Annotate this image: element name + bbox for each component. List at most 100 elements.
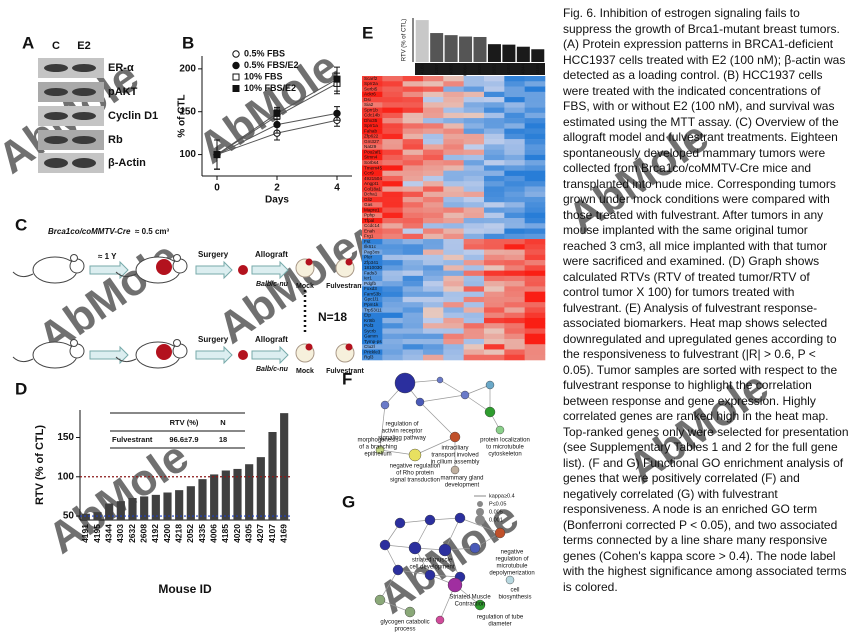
heat-cell xyxy=(362,181,383,187)
heat-cell xyxy=(484,254,505,261)
heat-cell xyxy=(443,170,464,177)
gene-label: Pou2af1 xyxy=(364,149,382,154)
heat-cell xyxy=(423,170,444,177)
heat-cell xyxy=(524,212,546,219)
heat-cell xyxy=(484,107,505,114)
mouse-ear xyxy=(70,254,78,262)
heat-cell xyxy=(382,233,403,240)
node-label: process xyxy=(394,627,415,633)
heat-cell xyxy=(362,338,383,345)
x-tick-label: 4207 xyxy=(255,524,265,543)
mouse-ear xyxy=(70,339,78,347)
network-node xyxy=(415,397,425,407)
network-edge xyxy=(397,569,431,576)
gene-label: Cdc14b xyxy=(364,113,380,118)
node-label: to microtubule xyxy=(486,445,524,451)
heat-cell xyxy=(423,344,444,350)
heat-cell xyxy=(524,133,546,140)
host-tumor xyxy=(345,343,353,351)
gene-label: Ackr6 xyxy=(364,92,376,97)
heat-cell xyxy=(443,165,464,171)
heat-cell xyxy=(402,202,424,208)
heat-cell xyxy=(484,102,505,108)
host-label: Balb/c-nu xyxy=(256,281,289,288)
heat-cell xyxy=(402,207,424,214)
heat-cell xyxy=(423,160,444,166)
heat-cell xyxy=(362,244,383,250)
node-label: of a branching xyxy=(359,445,397,451)
heat-cell xyxy=(484,296,505,303)
heat-cell xyxy=(423,239,444,245)
gene-label: Angpt1 xyxy=(364,181,379,186)
heat-cell xyxy=(484,160,505,166)
heat-cell xyxy=(524,354,546,361)
heat-cell xyxy=(484,86,505,93)
heat-cell xyxy=(402,312,424,319)
heat-cell xyxy=(423,202,444,208)
heat-cell xyxy=(423,323,444,329)
panel-label: C xyxy=(15,215,27,234)
arrow xyxy=(195,260,233,280)
heat-cell xyxy=(524,175,546,182)
heat-cell xyxy=(443,202,464,208)
heat-cell xyxy=(402,354,424,361)
heat-cell xyxy=(484,328,505,335)
legend-node xyxy=(475,515,485,525)
network-node xyxy=(505,575,515,585)
blot-strip xyxy=(38,82,104,102)
heat-cell xyxy=(382,338,403,345)
heat-cell xyxy=(524,81,546,87)
heat-cell xyxy=(382,275,403,282)
heat-cell xyxy=(524,97,546,103)
heat-cell xyxy=(463,133,485,140)
point xyxy=(213,151,221,159)
heat-cell xyxy=(484,286,505,292)
blot-band xyxy=(72,158,96,168)
gene-label: Ctu2l xyxy=(364,344,375,349)
y-tick-label: 150 xyxy=(179,106,196,117)
network-edge xyxy=(379,599,411,613)
heat-cell xyxy=(504,102,525,108)
heat-cell xyxy=(362,207,383,214)
heat-cell xyxy=(443,181,464,187)
heat-cell xyxy=(402,112,424,119)
network-node xyxy=(485,380,495,390)
heat-cell xyxy=(423,286,444,292)
node-label: biosynthesis xyxy=(498,595,531,601)
gene-label: 4921504 xyxy=(364,176,382,181)
heat-cell xyxy=(524,275,546,282)
surgery-label: Surgery xyxy=(198,335,229,344)
legend-node xyxy=(477,501,483,507)
bar xyxy=(245,464,254,520)
heat-cell xyxy=(463,191,485,198)
heat-cell xyxy=(362,291,383,298)
heat-cell xyxy=(362,123,383,129)
heat-cell xyxy=(382,202,403,208)
y-axis-label: RTV (% of CTL) xyxy=(34,425,46,505)
heat-cell xyxy=(504,202,525,208)
legend-label: 0.005 xyxy=(489,509,503,515)
heat-cell xyxy=(382,212,403,219)
legend-label: 10% FBS/E2 xyxy=(244,83,296,93)
heat-cell xyxy=(382,296,403,303)
gene-label: Col18a1 xyxy=(364,186,382,191)
blot-row-label: Rb xyxy=(108,134,123,146)
heat-cell xyxy=(362,133,383,140)
heat-cell xyxy=(524,323,546,329)
heat-cell xyxy=(524,244,546,250)
heat-cell xyxy=(382,286,403,292)
heat-cell xyxy=(484,175,505,182)
heat-cell xyxy=(443,186,464,193)
heat-cell xyxy=(463,86,485,93)
heat-cell xyxy=(443,154,464,161)
gene-label: Gli2 xyxy=(364,197,373,202)
bar xyxy=(459,36,473,62)
heat-cell xyxy=(402,139,424,145)
y-tick-label: 100 xyxy=(57,471,74,482)
heat-cell xyxy=(423,107,444,114)
bar xyxy=(186,486,195,520)
heat-cell xyxy=(504,317,525,324)
heat-cell xyxy=(423,149,444,156)
heat-cell xyxy=(504,107,525,114)
heat-cell xyxy=(484,218,505,224)
